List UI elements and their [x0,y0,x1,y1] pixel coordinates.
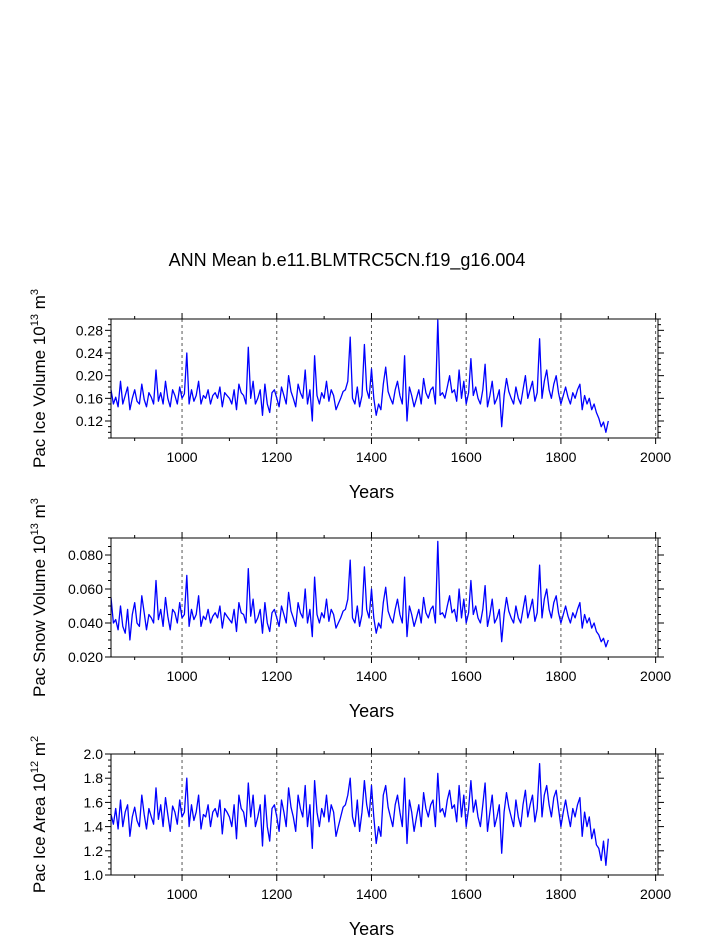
x-tick-label: 1400 [356,886,387,902]
x-tick-label: 2000 [640,668,671,684]
x-tick-label: 1200 [261,668,292,684]
x-axis-label: Years [349,701,394,721]
x-tick-label: 1800 [545,886,576,902]
y-axis-label-part: Pac Ice Area 10 [30,773,49,893]
x-tick-label: 1400 [356,668,387,684]
y-axis-label-part: 13 [29,314,41,326]
y-tick-label: 0.040 [68,615,103,631]
y-tick-label: 0.060 [68,581,103,597]
y-tick-label: 0.080 [68,547,103,563]
y-tick-label: 0.28 [76,322,103,338]
y-tick-label: 0.020 [68,649,103,665]
x-tick-label: 2000 [640,886,671,902]
x-tick-label: 1000 [166,449,197,465]
x-tick-label: 1000 [166,886,197,902]
y-tick-label: 1.8 [84,770,104,786]
pac-ice-area-panel: 1000 1200 1400 1600 1800 2000 1.0 1.2 1.4 1.6 1.8 2… [29,736,671,935]
x-tick-label: 1200 [261,449,292,465]
y-axis-label-part: m [30,742,49,761]
y-axis-label-part: 2 [29,736,41,742]
x-tick-label: 1600 [451,886,482,902]
y-tick-label: 2.0 [84,746,104,762]
y-axis-label-part: m [30,504,49,523]
y-axis-label-part: 12 [29,761,41,773]
x-tick-label: 1400 [356,449,387,465]
y-axis-label: Pac Ice Area 1012 m2 [29,736,49,893]
x-tick-label: 1000 [166,668,197,684]
y-axis-label-part: m [30,295,49,314]
x-tick-label: 1600 [451,668,482,684]
x-axis-label: Years [349,919,394,935]
x-tick-label: 2000 [640,449,671,465]
y-tick-label: 1.0 [84,867,104,883]
y-axis-label-part: 3 [29,498,41,504]
y-tick-label: 1.6 [84,794,104,810]
y-axis-label: Pac Ice Volume 1013 m3 [29,289,49,468]
x-tick-label: 1800 [545,449,576,465]
y-tick-label: 0.20 [76,368,103,384]
y-axis-label-part: Pac Ice Volume 10 [30,326,49,468]
pac-ice-volume-panel: 1000 1200 1400 1600 1800 2000 0.12 0.16 0.20 0.24… [29,289,671,502]
series-line [110,319,609,433]
x-tick-label: 1800 [545,668,576,684]
y-tick-label: 1.2 [84,843,104,859]
y-axis-label: Pac Snow Volume 1013 m3 [29,498,49,697]
y-axis-label-part: 3 [29,289,41,295]
x-axis-label: Years [349,482,394,502]
x-tick-label: 1200 [261,886,292,902]
pac-snow-volume-panel: 1000 1200 1400 1600 1800 2000 0.020 0.040 0.060 0… [29,498,671,721]
y-tick-label: 0.12 [76,413,103,429]
chart-title: ANN Mean b.e11.BLMTRC5CN.f19_g16.004 [169,250,526,271]
y-axis-label-part: Pac Snow Volume 10 [30,535,49,697]
series-line [110,763,609,866]
y-tick-label: 1.4 [84,819,104,835]
y-tick-label: 0.16 [76,390,103,406]
y-axis-label-part: 13 [29,523,41,535]
plot-frame [110,318,659,439]
x-tick-label: 1600 [451,449,482,465]
series-line [110,540,609,648]
y-tick-label: 0.24 [76,345,103,361]
